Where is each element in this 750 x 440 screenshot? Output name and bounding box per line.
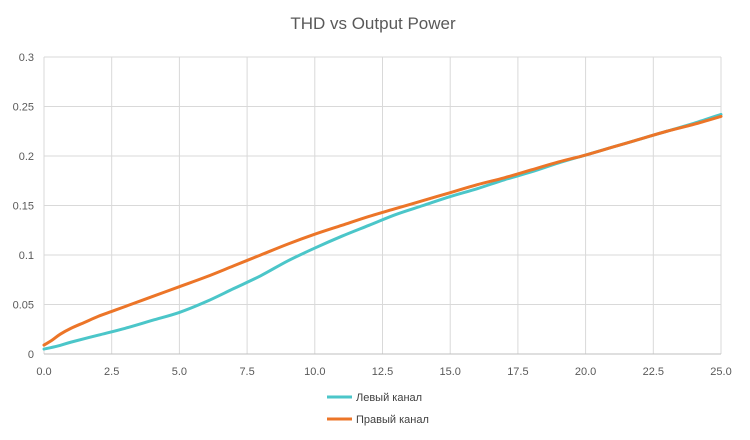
x-tick-label: 22.5 — [643, 366, 664, 378]
series-line-2 — [42, 114, 723, 347]
y-tick-label: 0.3 — [19, 52, 34, 64]
x-tick-label: 25.0 — [710, 366, 731, 378]
y-tick-label: 0.1 — [19, 250, 34, 262]
chart-title: THD vs Output Power — [290, 14, 456, 33]
x-tick-label: 15.0 — [439, 366, 460, 378]
y-tick-label: 0.05 — [13, 300, 34, 312]
y-axis-tick-labels: 0 0.05 0.1 0.15 0.2 0.25 0.3 — [13, 52, 34, 361]
x-tick-label: 2.5 — [104, 366, 119, 378]
x-tick-label: 0.0 — [36, 366, 51, 378]
y-tick-label: 0.2 — [19, 151, 34, 163]
gridlines — [43, 56, 722, 354]
x-tick-label: 7.5 — [239, 366, 254, 378]
x-tick-label: 12.5 — [372, 366, 393, 378]
legend: Левый канал Правый канал — [327, 392, 429, 426]
legend-label: Правый канал — [356, 414, 429, 426]
y-tick-label: 0.25 — [13, 102, 34, 114]
x-tick-label: 5.0 — [172, 366, 187, 378]
y-tick-label: 0 — [28, 349, 34, 361]
y-tick-label: 0.15 — [13, 201, 34, 213]
x-tick-label: 17.5 — [507, 366, 528, 378]
x-tick-label: 10.0 — [304, 366, 325, 378]
series-lines — [42, 112, 723, 351]
legend-label: Левый канал — [356, 392, 422, 404]
x-axis-tick-labels: 0.0 2.5 5.0 7.5 10.0 12.5 15.0 17.5 20.0 22.5 25.0 — [36, 366, 731, 378]
x-tick-label: 20.0 — [575, 366, 596, 378]
